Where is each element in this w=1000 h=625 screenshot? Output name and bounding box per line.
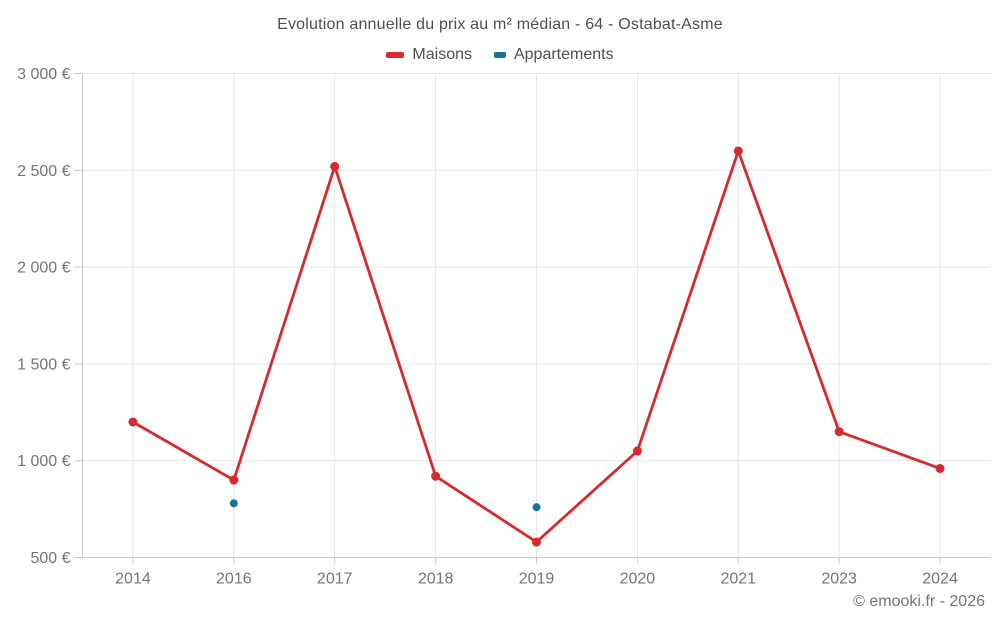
x-tick-label: 2023 [821,571,857,588]
data-point-maisons[interactable] [330,161,340,171]
y-tick-label: 2 500 € [17,163,70,180]
appartements-series-marker-icon [493,52,506,58]
appartements-series-label: Appartements [513,46,614,63]
x-tick-label: 2014 [115,571,151,588]
x-tick-label: 2018 [418,571,454,588]
data-point-maisons[interactable] [733,146,743,156]
x-tick-label: 2016 [216,571,252,588]
y-tick-label: 1 500 € [17,356,70,373]
data-point-maisons[interactable] [834,427,844,437]
maisons-series-marker-icon [386,52,405,58]
x-tick-label: 2021 [720,571,756,588]
legend-item-appartements[interactable]: Appartements [493,46,614,64]
copyright-footer: © emooki.fr - 2026 [853,593,985,610]
data-point-appartements[interactable] [229,499,238,508]
x-tick-label: 2024 [922,571,958,588]
x-tick-label: 2020 [620,571,656,588]
x-tick-label: 2019 [519,571,555,588]
y-tick-label: 3 000 € [17,66,70,83]
data-point-maisons[interactable] [229,475,239,485]
maisons-series-label: Maisons [412,46,472,63]
data-point-maisons[interactable] [632,446,642,456]
legend-item-maisons[interactable]: Maisons [386,46,472,64]
chart-title: Evolution annuelle du prix au m² médian … [277,16,723,33]
y-tick-label: 500 € [30,550,70,567]
data-point-maisons[interactable] [935,463,945,473]
data-point-maisons[interactable] [532,537,541,547]
data-point-appartements[interactable] [532,503,541,512]
x-tick-label: 2017 [317,571,353,588]
y-tick-label: 1 000 € [17,453,70,470]
y-tick-label: 2 000 € [17,260,70,277]
chart-legend: Maisons Appartements [0,46,1000,64]
data-point-maisons[interactable] [128,417,138,427]
data-point-maisons[interactable] [431,471,441,481]
